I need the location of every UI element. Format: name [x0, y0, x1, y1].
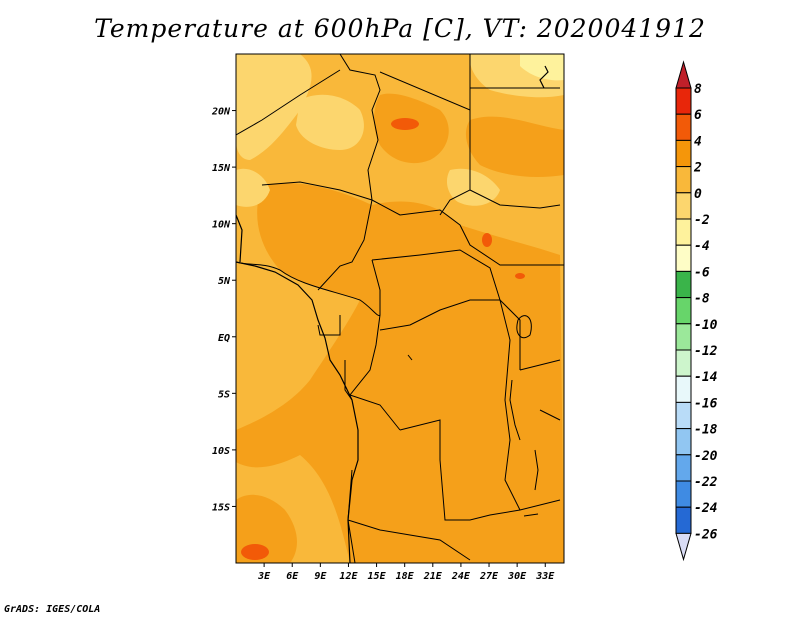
field-minus2-to-0-north2 — [296, 94, 364, 150]
colorbar-label: -10 — [694, 318, 718, 333]
colorbar-label: -6 — [694, 265, 710, 280]
colorbar-label: 2 — [693, 161, 702, 176]
lon-tick-label: 15E — [368, 571, 387, 582]
colorbar-swatch — [675, 270, 692, 299]
lon-tick-label: 18E — [396, 571, 415, 582]
lon-tick-label: 30E — [507, 571, 527, 582]
colorbar-label: -22 — [694, 475, 718, 490]
field-minus2-to-0-east — [446, 168, 500, 206]
colorbar-swatch — [675, 166, 692, 194]
colorbar-label: 0 — [694, 187, 702, 202]
colorbar-label: -8 — [694, 292, 710, 307]
lon-tick-label: 12E — [339, 571, 358, 582]
colorbar-swatch — [675, 401, 692, 430]
field-2-to-4-central — [236, 182, 564, 563]
colorbar-label: -16 — [694, 396, 718, 411]
temperature-field — [236, 54, 564, 563]
field-2-to-4-east — [465, 116, 564, 177]
coastline — [236, 65, 549, 563]
lat-tick-label: 15S — [212, 502, 230, 513]
lon-tick-label: 24E — [451, 571, 471, 582]
colorbar-swatch — [675, 297, 692, 325]
colorbar: 8 6 4 2 0 -2 -4 -6 -8 -10 -12 -14 -16 -18 -20 -22 -24 -26 — [675, 60, 718, 562]
lat-tick-label: 10N — [212, 220, 231, 231]
field-minus4-to-minus2 — [520, 54, 564, 81]
grads-credit: GrADS: IGES/COLA — [4, 604, 101, 615]
lon-tick-label: 33E — [535, 571, 555, 582]
colorbar-swatch — [675, 244, 692, 272]
lakes — [407, 315, 539, 517]
colorbar-label: -12 — [694, 344, 718, 359]
colorbar-swatch — [675, 87, 692, 115]
colorbar-swatch — [675, 139, 692, 168]
map-frame — [235, 53, 565, 564]
colorbar-label: 6 — [694, 108, 702, 123]
longitude-axis: 3E 6E 9E 12E 15E 18E 21E 24E 27E 30E 33E — [257, 563, 555, 582]
field-4-to-6-spot — [391, 118, 419, 130]
colorbar-label: -26 — [694, 527, 718, 542]
lat-tick-label: 15N — [212, 163, 231, 174]
latitude-axis: 20N 15N 10N 5N EQ 5S 10S 15S — [211, 107, 236, 513]
field-4-to-6-spot — [515, 273, 525, 279]
colorbar-label: -24 — [694, 501, 718, 516]
lat-tick-label: 5S — [218, 389, 230, 400]
colorbar-swatch — [675, 323, 692, 351]
colorbar-label: -14 — [694, 370, 718, 385]
colorbar-label: 8 — [694, 82, 702, 97]
country-borders — [236, 54, 564, 563]
lon-tick-label: 3E — [257, 571, 271, 582]
lat-tick-label: 10S — [212, 446, 230, 457]
colorbar-label: -2 — [694, 213, 710, 228]
colorbar-swatch — [675, 454, 692, 482]
colorbar-swatch — [675, 349, 692, 377]
colorbar-bottom-arrow — [675, 532, 692, 562]
map-title: Temperature at 600hPa [C], VT: 202004191… — [94, 14, 706, 43]
colorbar-swatch — [675, 375, 692, 403]
colorbar-label: -4 — [694, 239, 710, 254]
colorbar-swatch — [675, 218, 692, 246]
lat-tick-label: 5N — [218, 276, 231, 287]
colorbar-swatch — [675, 506, 692, 534]
field-4-to-6-spot — [241, 544, 269, 560]
colorbar-label: 4 — [694, 134, 702, 149]
colorbar-swatch — [675, 113, 692, 141]
colorbar-label: -18 — [694, 423, 718, 438]
colorbar-swatch — [675, 428, 692, 456]
colorbar-swatch — [675, 192, 692, 220]
field-4-to-6-spot — [482, 233, 492, 247]
colorbar-top-arrow — [675, 60, 692, 89]
lon-tick-label: 9E — [314, 571, 327, 582]
lat-tick-label: 20N — [211, 107, 231, 118]
lon-tick-label: 27E — [479, 571, 499, 582]
lat-tick-label: EQ — [218, 333, 230, 344]
field-minus2-to-0-north — [236, 54, 312, 160]
colorbar-label: -20 — [694, 449, 718, 464]
lon-tick-label: 6E — [286, 571, 299, 582]
colorbar-swatch — [675, 480, 692, 508]
field-minus2-to-0-sahel — [236, 168, 270, 207]
lon-tick-label: 21E — [423, 571, 443, 582]
